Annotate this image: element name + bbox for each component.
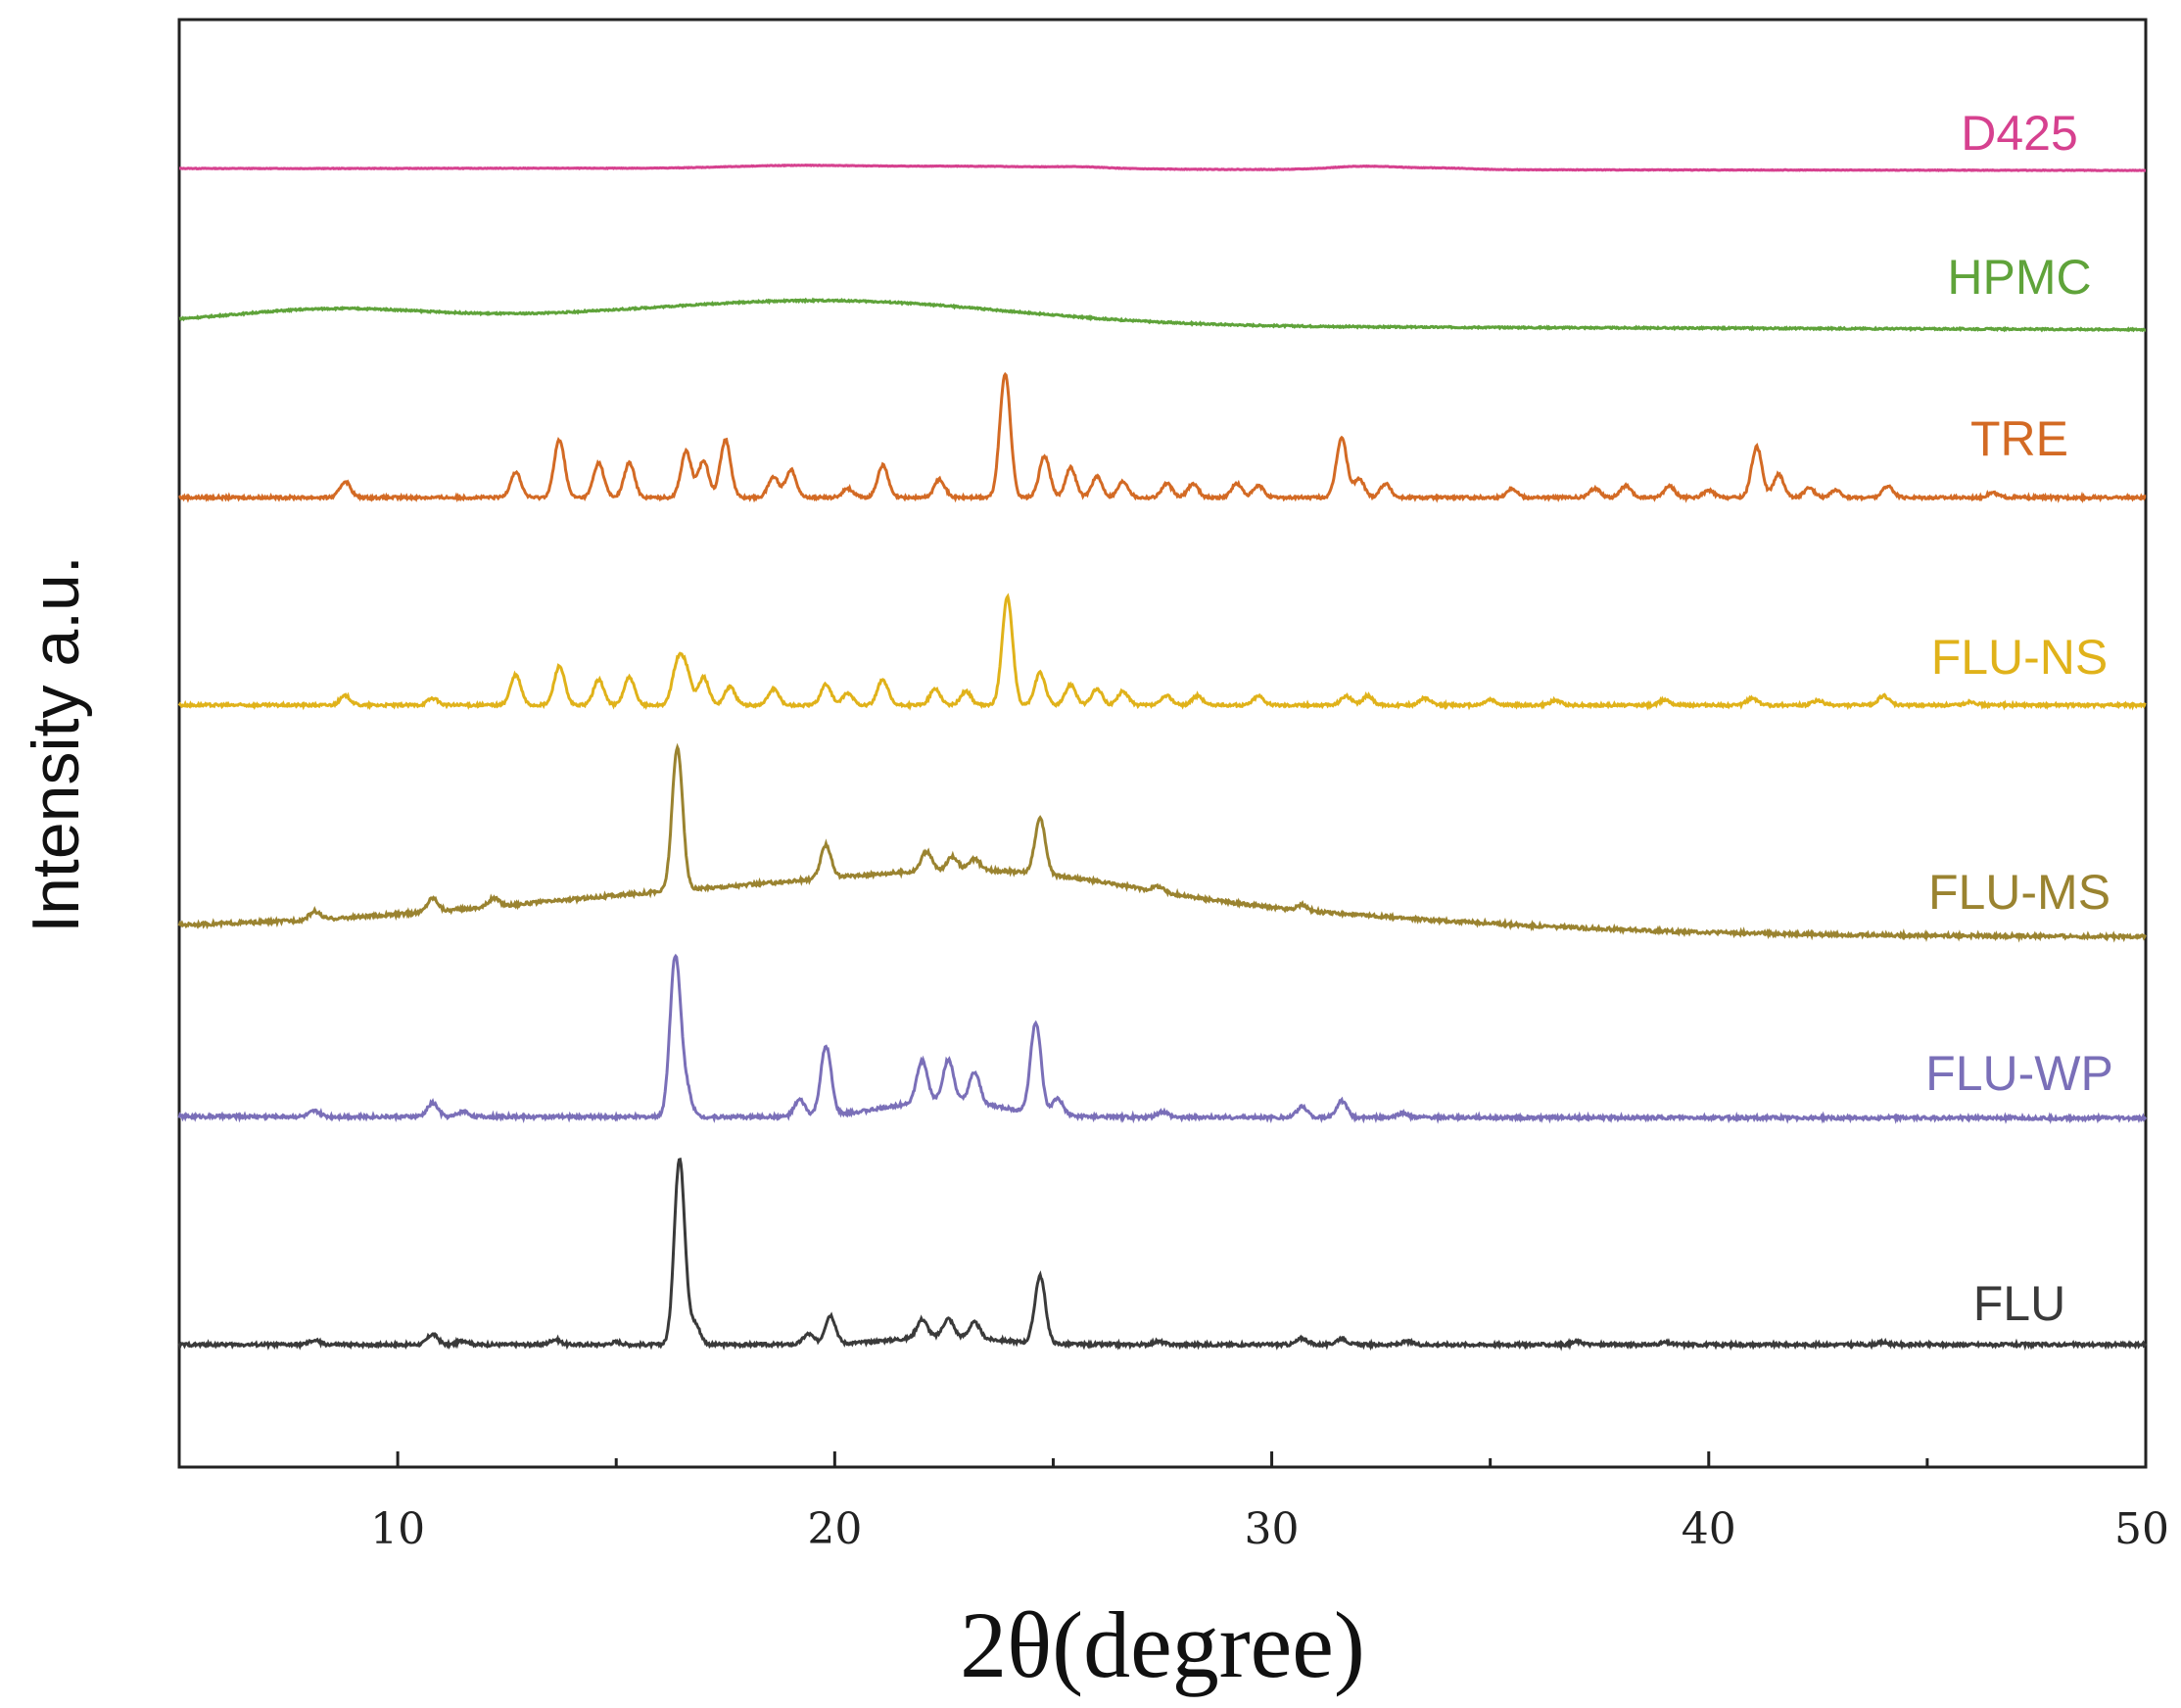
y-axis-title: Intensity a.u. xyxy=(19,555,93,933)
x-tick-label: 50 xyxy=(2114,1504,2169,1554)
plot-frame xyxy=(177,18,2148,1469)
series-line-hpmc xyxy=(178,297,2146,333)
series-line-flu-wp xyxy=(177,953,2148,1124)
series-line-flu-ms xyxy=(177,742,2147,943)
series-line-flu xyxy=(177,1157,2148,1352)
series-label-flu-wp: FLU-WP xyxy=(1925,1046,2113,1101)
x-tick-label: 30 xyxy=(1245,1504,1300,1554)
series-label-hpmc: HPMC xyxy=(1947,250,2091,305)
series-label-tre: TRE xyxy=(1970,411,2068,466)
series-line-tre xyxy=(178,371,2147,504)
series-line-flu-ns xyxy=(177,593,2147,711)
x-tick-label: 10 xyxy=(370,1504,425,1554)
series-label-flu-ms: FLU-MS xyxy=(1928,865,2110,920)
x-axis-title: 2θ(degree) xyxy=(960,1592,1365,1697)
x-tick-label: 40 xyxy=(1682,1504,1736,1554)
curves-group xyxy=(177,163,2148,1352)
series-label-flu-ns: FLU-NS xyxy=(1931,630,2109,685)
x-axis-ticks: 10 20 30 40 50 xyxy=(177,1451,2169,1554)
series-label-flu: FLU xyxy=(1973,1276,2065,1331)
series-line-d425 xyxy=(179,163,2146,172)
x-tick-label: 20 xyxy=(807,1504,862,1554)
series-labels-group: D425 HPMC TRE FLU-NS FLU-MS FLU-WP FLU xyxy=(1925,106,2113,1331)
series-label-d425: D425 xyxy=(1961,106,2078,161)
